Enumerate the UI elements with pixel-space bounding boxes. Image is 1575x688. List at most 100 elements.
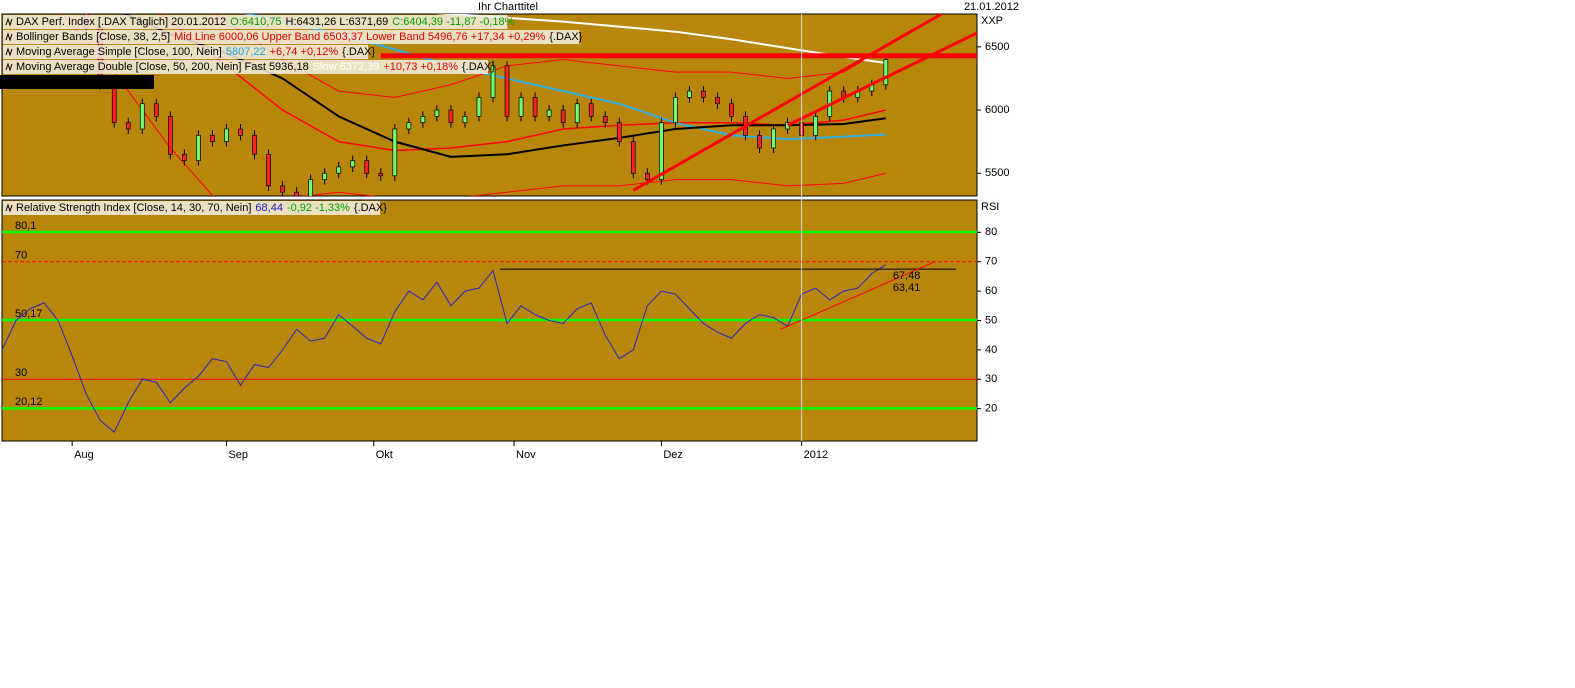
- level-label: 30: [15, 367, 27, 379]
- legend-segment: {.DAX}: [462, 61, 495, 73]
- date-label: 21.01.2012: [964, 1, 1019, 13]
- legend-segment: {.DAX}: [549, 31, 582, 43]
- candle-body: [350, 160, 356, 168]
- y-tick-label: 60: [985, 285, 997, 297]
- x-tick-label: 2012: [804, 449, 828, 461]
- legend-entry: Relative Strength Index [Close, 14, 30, …: [16, 202, 387, 214]
- indicator-line: [61, 14, 886, 196]
- candle-body: [757, 134, 762, 149]
- legend-entry: Bollinger Bands [Close, 38, 2,5] Mid Line…: [16, 31, 583, 43]
- drawing-line: [780, 261, 936, 330]
- legend-icon: [5, 62, 13, 72]
- candle-body: [630, 141, 636, 174]
- candle-body: [294, 191, 299, 196]
- candle-body: [560, 109, 566, 124]
- x-tick-label: Aug: [74, 449, 94, 461]
- candle-body: [588, 103, 594, 117]
- candle-body: [701, 90, 706, 98]
- candle-body: [196, 134, 201, 161]
- legend-background: [3, 15, 508, 29]
- candle-body: [111, 84, 117, 124]
- x-tick-label: Okt: [376, 449, 393, 461]
- legend-icon: [5, 32, 13, 42]
- legend-background: [3, 45, 369, 59]
- candle-body: [504, 65, 510, 117]
- legend-icon: [5, 203, 13, 213]
- candle-body: [616, 122, 622, 143]
- y-tick-label: 6000: [985, 104, 1009, 116]
- drawing-line: [632, 14, 943, 192]
- y-tick-label: 6500: [985, 41, 1009, 53]
- candle-body: [70, 0, 74, 9]
- legend-segment: 68,44: [255, 202, 283, 214]
- x-tick-label: Sep: [228, 449, 248, 461]
- candle-body: [673, 97, 678, 124]
- candle-body: [224, 128, 229, 143]
- level-label: 70: [15, 250, 27, 262]
- candle-body: [448, 109, 454, 124]
- chart-title: Ihr Charttitel: [478, 1, 538, 13]
- x-tick-label: Nov: [516, 449, 536, 461]
- legend-segment: H:6431,26 L:6371,69: [286, 16, 389, 28]
- legend-segment: O:6410,75: [230, 16, 281, 28]
- legend-segment: -0,92 -1,33%: [287, 202, 350, 214]
- candle-body: [280, 185, 285, 193]
- legend-segment: Mid Line 6000,06 Upper Band 6503,37 Lowe…: [174, 31, 545, 43]
- candle-body: [574, 103, 580, 124]
- candle-body: [139, 103, 145, 130]
- legend-background: [3, 201, 380, 215]
- legend-segment: Slow 6372,39: [313, 61, 380, 73]
- candle-body: [406, 122, 412, 130]
- candle-body: [883, 59, 889, 86]
- panel-background: [1, 13, 978, 197]
- drawing-line: [786, 31, 977, 127]
- legend-segment: 5807,22: [226, 46, 266, 58]
- y-tick-label: 50: [985, 314, 997, 326]
- candle-body: [252, 134, 257, 155]
- legend-icon: [5, 17, 13, 27]
- y-tick-label: 5500: [985, 167, 1009, 179]
- candle-body: [238, 128, 243, 136]
- legend-segment: +6,74 +0,12%: [270, 46, 339, 58]
- legend-segment: +10,73 +0,18%: [383, 61, 458, 73]
- candle-body: [420, 116, 426, 124]
- level-label: 50,17: [15, 308, 43, 320]
- candle-body: [462, 116, 468, 124]
- candle-body: [308, 179, 313, 196]
- candle-body: [532, 97, 538, 117]
- legend-segment: DAX Perf. Index [.DAX Täglich] 20.01.201…: [16, 16, 226, 28]
- candle-body: [518, 97, 524, 117]
- legend-background: [3, 60, 489, 74]
- legend-icon: [5, 47, 13, 57]
- redaction-box: [0, 75, 154, 89]
- candle-body: [153, 103, 159, 117]
- candle-body: [729, 103, 734, 117]
- level-label: 20,12: [15, 396, 43, 408]
- candle-body: [378, 172, 384, 177]
- indicator-line: [2, 264, 887, 433]
- candle-body: [644, 172, 650, 180]
- candle-body: [771, 128, 776, 149]
- candle-body: [659, 122, 664, 180]
- legend-segment: {.DAX}: [354, 202, 387, 214]
- y-tick-label: 80: [985, 226, 997, 238]
- candle-body: [434, 109, 440, 117]
- candle-body: [476, 97, 482, 117]
- x-tick-label: Dez: [663, 449, 683, 461]
- legend-background: [3, 30, 580, 44]
- legend-segment: {.DAX}: [342, 46, 375, 58]
- candle-body: [546, 109, 552, 117]
- candle-body: [182, 153, 187, 161]
- legend-segment: Relative Strength Index [Close, 14, 30, …: [16, 202, 251, 214]
- candle-body: [167, 116, 173, 155]
- axis-label: RSI: [981, 201, 999, 213]
- annotation: 63,41: [893, 282, 921, 294]
- indicator-line: [436, 14, 886, 65]
- candle-body: [322, 172, 328, 180]
- legend-segment: Bollinger Bands [Close, 38, 2,5]: [16, 31, 170, 43]
- legend-segment: C:6404,39 -11,87 -0,18%: [392, 16, 514, 28]
- candle-body: [602, 116, 608, 124]
